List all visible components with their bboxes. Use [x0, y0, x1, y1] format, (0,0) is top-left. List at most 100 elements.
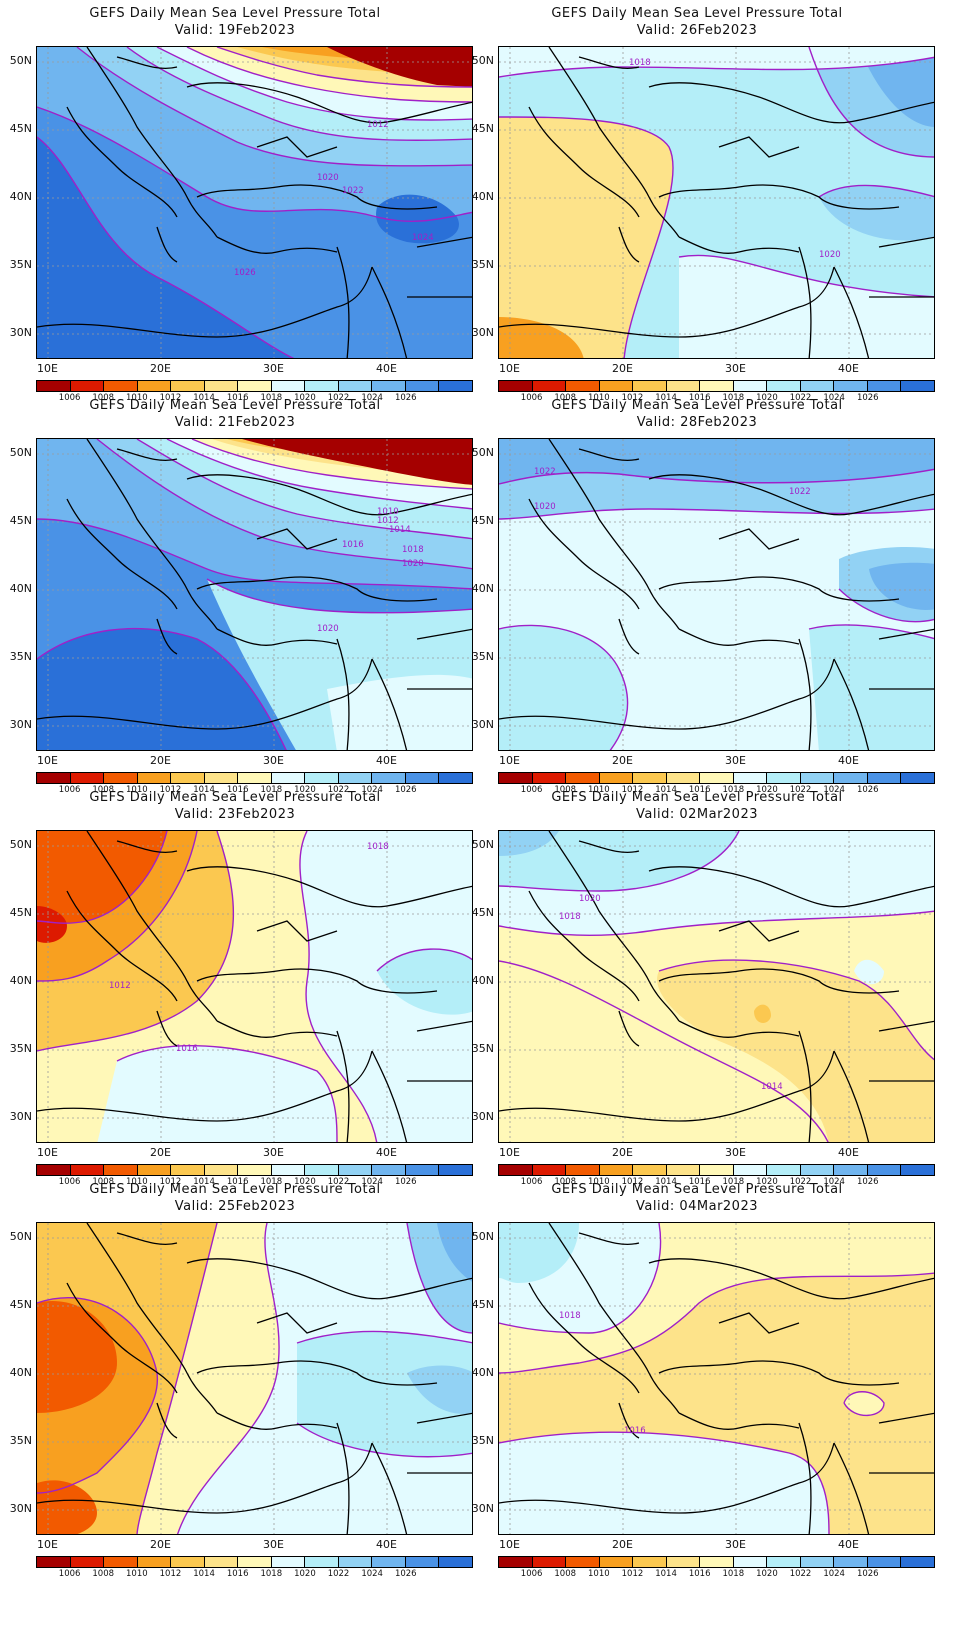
- lat-label: 45N: [9, 514, 32, 527]
- lat-label: 30N: [471, 1110, 494, 1123]
- isobar-line: [37, 136, 295, 358]
- colorbar-swatch: [204, 1557, 239, 1567]
- isobar-line: [499, 624, 629, 750]
- colorbar-label: 1026: [394, 1177, 417, 1187]
- lat-label: 30N: [9, 326, 32, 339]
- colorbar-swatch: [633, 381, 667, 391]
- map-frame: [36, 1222, 473, 1535]
- lon-label: 20E: [150, 1146, 171, 1159]
- isobar-label: 1024: [412, 233, 434, 243]
- lon-label: 10E: [37, 1146, 58, 1159]
- colorbar-label: 1006: [58, 1569, 81, 1579]
- map-panel: GEFS Daily Mean Sea Level Pressure Total…: [0, 0, 473, 403]
- colorbar-swatch: [499, 1557, 533, 1567]
- lon-label: 10E: [499, 754, 520, 767]
- colorbar-swatch: [171, 1165, 205, 1175]
- lat-label: 30N: [9, 718, 32, 731]
- isobar-line: [843, 1391, 885, 1417]
- colorbar-swatch: [104, 773, 138, 783]
- isobar-line: [37, 831, 198, 982]
- colorbar-swatch: [767, 1557, 801, 1567]
- colorbar-label: 1006: [520, 1177, 543, 1187]
- lon-label: 40E: [376, 754, 397, 767]
- lon-label: 30E: [725, 1538, 746, 1551]
- isobar-line: [499, 56, 934, 78]
- isobar-line: [176, 1223, 280, 1534]
- colorbar-swatch: [238, 773, 272, 783]
- panel-valid-date: Valid: 28Feb2023: [636, 415, 758, 430]
- isobar-label: 1018: [559, 1311, 581, 1321]
- colorbar-swatch: [700, 1557, 734, 1567]
- colorbar-label: 1010: [588, 1177, 610, 1187]
- colorbar-label: 1018: [260, 1177, 283, 1187]
- coastline: [66, 498, 178, 610]
- colorbar-labels: 1006 1008 1010 1012 1014 1016 1018 1020 1022 1024…: [498, 393, 935, 403]
- colorbar-label: 1012: [159, 1177, 182, 1187]
- coastline: [156, 1402, 178, 1439]
- coastline: [86, 47, 218, 238]
- panel-valid-date: Valid: 02Mar2023: [636, 807, 758, 822]
- pressure-region: [297, 1331, 472, 1457]
- colorbar: [36, 1164, 473, 1176]
- coastline: [798, 246, 812, 358]
- coastline: [578, 840, 640, 853]
- colorbar-swatch: [532, 773, 567, 783]
- coastline: [116, 56, 178, 69]
- colorbar-swatch: [733, 773, 768, 783]
- colorbar: [36, 1556, 473, 1568]
- colorbar-label: 1014: [655, 1177, 677, 1187]
- map-frame: 1018 1016: [498, 1222, 935, 1535]
- colorbar-label: 1022: [789, 393, 812, 403]
- pressure-region: [327, 674, 472, 750]
- map-frame: 1018 1012 1016: [36, 830, 473, 1143]
- coastline: [648, 474, 934, 516]
- isobar-label: 1020: [317, 173, 339, 183]
- coastline: [618, 618, 640, 655]
- pressure-region: [37, 906, 67, 943]
- pressure-region: [37, 831, 167, 924]
- colorbar-swatch: [104, 381, 138, 391]
- isobar-label: 1022: [342, 186, 364, 196]
- colorbar-label: 1012: [621, 1569, 644, 1579]
- coastline: [407, 1412, 472, 1474]
- colorbar-swatch: [767, 381, 801, 391]
- colorbar-label: 1008: [92, 785, 115, 795]
- isobar-label: 1020: [579, 894, 601, 904]
- coastline: [186, 866, 472, 908]
- coastline: [196, 968, 438, 994]
- colorbar-swatch: [137, 773, 172, 783]
- colorbar-swatch: [338, 1557, 373, 1567]
- colorbar-label: 1018: [260, 785, 283, 795]
- coastline: [256, 920, 338, 942]
- colorbar-swatch: [566, 773, 600, 783]
- colorbar-labels: 1006 1008 1010 1012 1014 1016 1018 1020 1022 1024…: [498, 1177, 935, 1187]
- colorbar-swatch: [204, 773, 239, 783]
- lon-label: 30E: [263, 754, 284, 767]
- coastline: [528, 1282, 640, 1394]
- colorbar-swatch: [800, 1165, 835, 1175]
- colorbar-label: 1018: [260, 1569, 283, 1579]
- colorbar-label: 1026: [856, 1569, 879, 1579]
- isobar-line: [136, 439, 472, 540]
- colorbar-label: 1012: [159, 1569, 182, 1579]
- colorbar-label: 1016: [688, 785, 711, 795]
- isobar-line: [499, 116, 674, 358]
- colorbar-swatch: [834, 1557, 868, 1567]
- panel-title: GEFS Daily Mean Sea Level Pressure Total: [551, 398, 843, 413]
- lon-label: 20E: [150, 1538, 171, 1551]
- coastline: [371, 266, 408, 358]
- colorbar-swatch: [305, 1165, 339, 1175]
- colorbar-swatch: [867, 1557, 902, 1567]
- isobar-label: 1014: [389, 525, 411, 535]
- colorbar-swatch: [271, 773, 306, 783]
- colorbar-labels: 1006 1008 1010 1012 1014 1016 1018 1020 1022 1024…: [498, 1569, 935, 1579]
- pressure-region: [499, 1432, 829, 1534]
- colorbar-labels: 1006 1008 1010 1012 1014 1016 1018 1020 1022 1024…: [36, 785, 473, 795]
- colorbar: [36, 380, 473, 392]
- coastline: [718, 1312, 800, 1334]
- colorbar-label: 1026: [394, 393, 417, 403]
- coastline: [869, 1412, 934, 1474]
- colorbar-swatch: [439, 1557, 472, 1567]
- pressure-region: [754, 1004, 771, 1023]
- colorbar-swatch: [372, 1165, 406, 1175]
